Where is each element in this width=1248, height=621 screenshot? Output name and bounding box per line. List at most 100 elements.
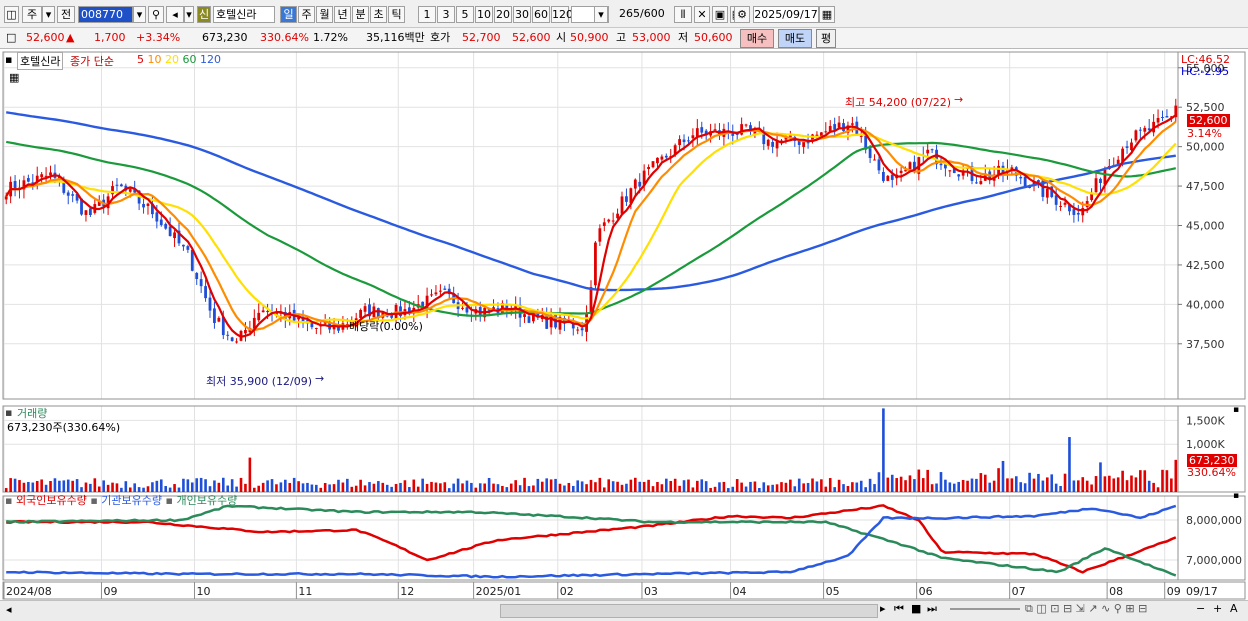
count-max: /600 bbox=[640, 7, 665, 20]
zoom-out-icon[interactable]: − bbox=[1196, 602, 1206, 615]
volume-bar bbox=[669, 480, 673, 492]
calendar-icon[interactable]: ▦ bbox=[819, 6, 835, 23]
volume-bar bbox=[1125, 480, 1129, 492]
close-icon[interactable]: ▪ bbox=[1233, 491, 1240, 501]
volume-bar bbox=[1014, 476, 1018, 492]
chevron-down-icon[interactable]: ▾ bbox=[594, 6, 608, 23]
crosshair-icon[interactable]: ✕ bbox=[694, 6, 710, 23]
scroll-right-icon[interactable]: ▸ bbox=[880, 602, 886, 615]
volume-bar bbox=[1085, 480, 1089, 492]
volume-bar bbox=[151, 482, 154, 492]
period-tab-일[interactable]: 일 bbox=[280, 6, 297, 23]
candle-body bbox=[199, 279, 203, 287]
period-tab-초[interactable]: 초 bbox=[370, 6, 387, 23]
candle-body bbox=[1072, 209, 1076, 215]
candle-body bbox=[700, 127, 704, 133]
candle-body bbox=[314, 327, 318, 329]
period-tab-년[interactable]: 년 bbox=[334, 6, 351, 23]
unit-tab-60[interactable]: 60 bbox=[532, 6, 550, 23]
candle-body bbox=[704, 130, 708, 136]
first-page-icon[interactable]: ⏮ bbox=[894, 602, 904, 615]
volume-bar bbox=[784, 482, 788, 492]
period-tab-월[interactable]: 월 bbox=[316, 6, 333, 23]
volume-bar bbox=[828, 478, 832, 492]
unit-tab-1[interactable]: 1 bbox=[418, 6, 436, 23]
volume-bar bbox=[1090, 484, 1093, 492]
low-price: 50,600 bbox=[694, 31, 733, 44]
volume-bar bbox=[890, 474, 894, 492]
volume-bar bbox=[1046, 477, 1049, 492]
candle-body bbox=[638, 181, 642, 187]
x-axis-right-label: 09/17 bbox=[1186, 585, 1218, 598]
volume-bar bbox=[766, 485, 770, 492]
eval-button[interactable]: 평 bbox=[816, 29, 836, 48]
last-page-icon[interactable]: ⏭ bbox=[927, 602, 937, 615]
scroll-left-icon[interactable]: ◂ bbox=[6, 603, 12, 616]
unit-tab-120[interactable]: 120 bbox=[551, 6, 573, 23]
unit-tab-3[interactable]: 3 bbox=[437, 6, 455, 23]
volume-bar bbox=[1094, 476, 1098, 492]
volume-bar bbox=[549, 479, 553, 492]
volume-bar bbox=[443, 482, 447, 492]
volume-bar bbox=[665, 478, 668, 492]
market-select[interactable]: 주 bbox=[22, 6, 42, 23]
text-tool-icon[interactable]: A bbox=[1230, 602, 1238, 615]
zoom-slider[interactable] bbox=[950, 608, 1020, 610]
stock-code-input[interactable]: 008770 bbox=[78, 6, 133, 23]
chevron-down-icon[interactable]: ▾ bbox=[184, 6, 194, 23]
table-icon[interactable]: ▦ bbox=[9, 71, 20, 84]
price-tick-label: 40,000 bbox=[1186, 298, 1225, 311]
chart-type-icon[interactable]: ◫ bbox=[4, 6, 19, 23]
volume-bar bbox=[447, 488, 451, 492]
chevron-down-icon[interactable]: ▾ bbox=[42, 6, 55, 23]
last-volume-pct: 330.64% bbox=[1187, 466, 1236, 479]
drawing-tools-icon[interactable]: ⧉ ◫ ⊡ ⊟ ⇲ ↗ ∿ ⚲ ⊞ ⊟ bbox=[1025, 602, 1148, 615]
speaker-icon[interactable]: ◂ bbox=[166, 6, 184, 23]
zoom-in-icon[interactable]: + bbox=[1213, 602, 1223, 615]
volume-bar bbox=[868, 478, 872, 492]
stock-chart[interactable]: 55,000 52,500 50,000 47,500 45,000 42,500 40,0… bbox=[0, 49, 1248, 621]
buy-button[interactable]: 매수 bbox=[740, 29, 774, 48]
volume-bar bbox=[704, 481, 708, 492]
stock-name[interactable]: 호텔신라 bbox=[213, 6, 275, 23]
unit-tab-20[interactable]: 20 bbox=[494, 6, 512, 23]
period-tab-틱[interactable]: 틱 bbox=[388, 6, 405, 23]
close-icon[interactable]: ▪ bbox=[1233, 405, 1240, 415]
scope-select[interactable]: 전 bbox=[57, 6, 75, 23]
indiv-holder-line bbox=[6, 504, 1177, 577]
search-icon[interactable]: ⚲ bbox=[148, 6, 164, 23]
volume-bar bbox=[137, 487, 141, 492]
period-tab-주[interactable]: 주 bbox=[298, 6, 315, 23]
candle-body bbox=[425, 295, 429, 310]
unit-tab-5[interactable]: 5 bbox=[456, 6, 474, 23]
unit-tab-10[interactable]: 10 bbox=[475, 6, 493, 23]
volume-bar bbox=[142, 487, 145, 492]
volume-bar bbox=[988, 482, 992, 492]
scroll-thumb[interactable] bbox=[500, 604, 878, 618]
period-tab-분[interactable]: 분 bbox=[352, 6, 369, 23]
volume-bar bbox=[323, 482, 327, 492]
chevron-down-icon[interactable]: ▾ bbox=[133, 6, 146, 23]
save-icon[interactable]: ▣ bbox=[712, 6, 728, 23]
candle-body bbox=[788, 134, 792, 139]
candle-body bbox=[261, 310, 265, 313]
volume-bar bbox=[226, 485, 230, 492]
pane-stock-name[interactable]: 호텔신라 bbox=[17, 52, 64, 70]
date-input[interactable]: 2025/09/17 bbox=[753, 6, 819, 23]
gear-icon[interactable]: ⚙ bbox=[734, 6, 750, 23]
candle-body bbox=[824, 131, 828, 133]
candle-icon[interactable]: ⫴ bbox=[674, 6, 692, 23]
x-axis-label: 2024/08 bbox=[6, 585, 52, 598]
candle-body bbox=[1041, 180, 1045, 197]
volume-bar bbox=[629, 479, 633, 492]
sell-button[interactable]: 매도 bbox=[778, 29, 812, 48]
candle-body bbox=[354, 318, 358, 322]
stop-icon[interactable]: ■ bbox=[911, 602, 922, 615]
volume-bar bbox=[673, 478, 677, 492]
volume-bar bbox=[1006, 478, 1009, 492]
volume-bar bbox=[4, 488, 8, 492]
pane-border bbox=[2, 51, 1246, 400]
count-value[interactable]: 265 bbox=[619, 7, 640, 20]
candle-body bbox=[1121, 148, 1125, 163]
unit-tab-30[interactable]: 30 bbox=[513, 6, 531, 23]
